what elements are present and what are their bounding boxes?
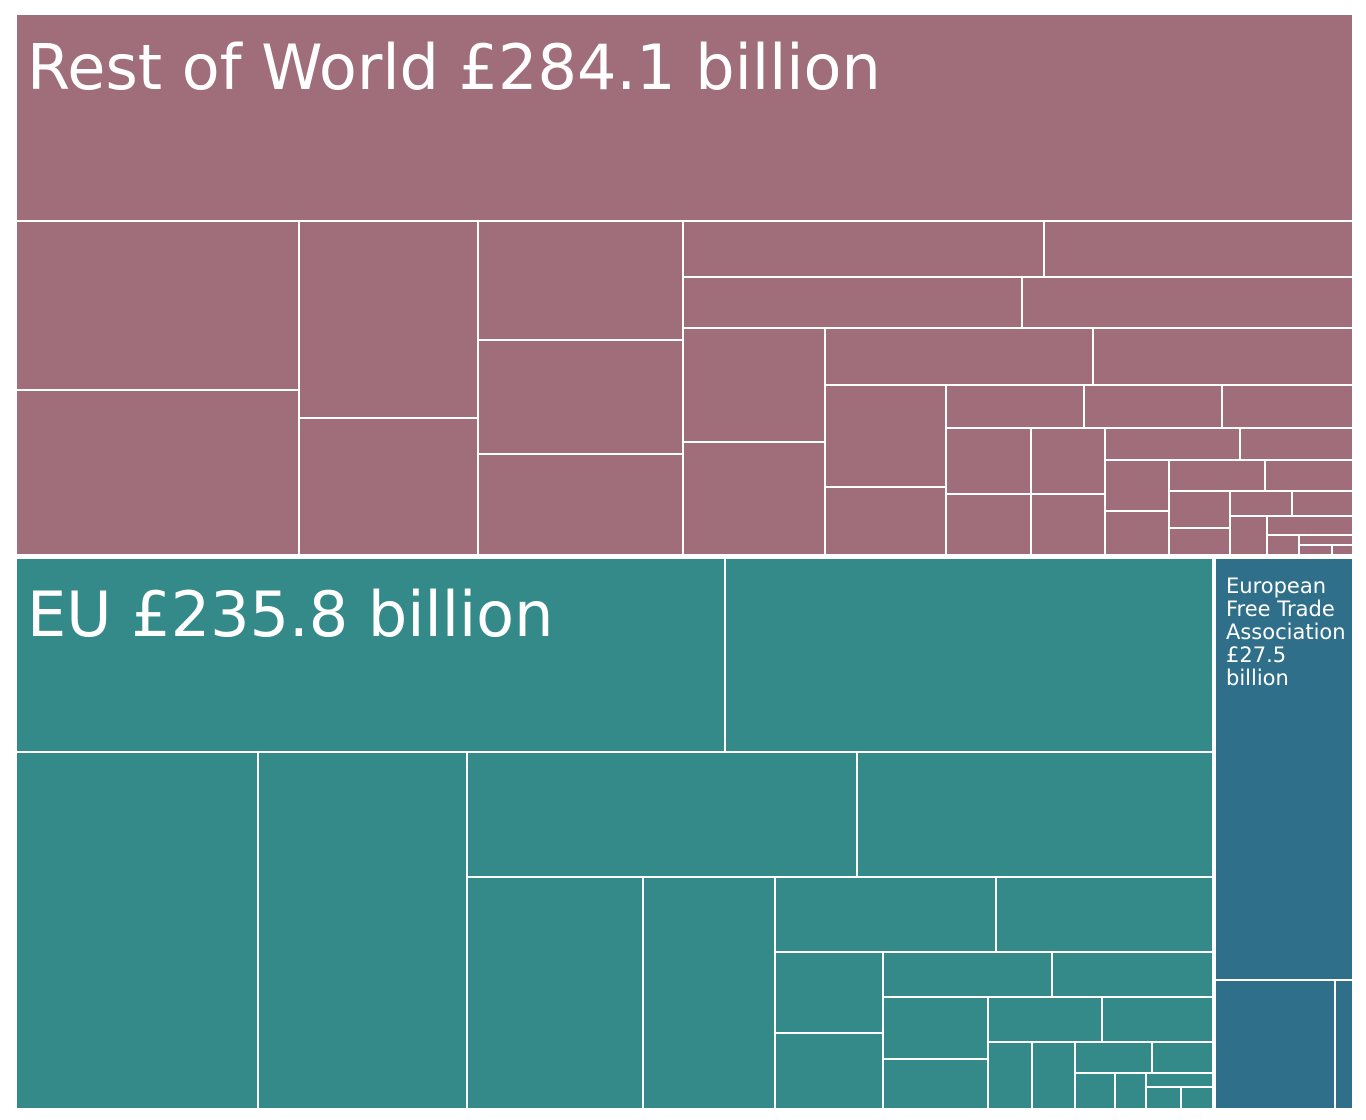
group-label-rest-of-world: Rest of World £284.1 billion [27,31,881,104]
treemap-cells-eu [15,557,1214,1110]
treemap-cell-european-free-trade-association-3 [1334,979,1354,1110]
treemap-cell-eu-13 [882,951,1053,998]
treemap-cell-eu-23 [1074,1072,1116,1110]
treemap-cell-rest-of-world-14 [682,441,826,556]
treemap-cell-eu-2 [724,557,1214,753]
treemap-cell-rest-of-world-32 [1168,490,1231,529]
group-label-efta-line-5: billion [1226,666,1289,690]
treemap-cell-eu-19 [987,1041,1033,1110]
treemap-cell-rest-of-world-29 [1104,510,1170,556]
treemap-cell-rest-of-world-12 [1021,276,1354,329]
treemap-cell-eu-18 [1101,996,1214,1043]
treemap-cell-rest-of-world-26 [1104,427,1241,461]
treemap-cell-eu-6 [856,751,1214,878]
treemap-cell-rest-of-world-35 [1291,490,1354,517]
treemap-cell-rest-of-world-16 [1092,327,1354,386]
treemap-cell-eu-22 [1151,1041,1214,1074]
treemap-cell-rest-of-world-24 [1030,427,1106,495]
treemap-cell-rest-of-world-33 [1168,527,1231,556]
treemap-cell-eu-7 [466,876,644,1110]
treemap-cell-rest-of-world-23 [945,493,1032,556]
treemap-cell-eu-4 [257,751,468,1110]
treemap-cells [15,13,1354,556]
treemap-cell-rest-of-world-13 [682,327,826,443]
treemap-cell-rest-of-world-25 [1030,493,1106,556]
treemap-cell-rest-of-world-40 [1298,544,1333,556]
treemap-cell-rest-of-world-20 [1083,384,1223,429]
treemap-cell-eu-21 [1074,1041,1153,1074]
treemap-cell-rest-of-world-5 [298,417,479,556]
treemap-cell-eu-12 [774,1032,884,1110]
group-label-efta-line-3: Association [1226,620,1346,644]
treemap-cell-rest-of-world-4 [298,220,479,419]
treemap-cell-rest-of-world-2 [15,220,300,391]
treemap-cell-rest-of-world-30 [1168,459,1266,492]
treemap-cell-rest-of-world-19 [945,384,1085,429]
group-label-efta-line-1: European [1226,574,1326,598]
treemap-cell-rest-of-world-15 [824,327,1094,386]
treemap-cell-eu-16 [882,1058,989,1110]
treemap-cell-eu-9 [774,876,997,953]
treemap-cell-rest-of-world-37 [1266,515,1354,536]
treemap-cell-rest-of-world-39 [1298,534,1354,546]
treemap-cell-rest-of-world-11 [682,276,1023,329]
treemap-cell-rest-of-world-10 [1043,220,1354,278]
treemap-cell-rest-of-world-8 [477,453,684,556]
treemap-cell-eu-10 [995,876,1214,953]
treemap-cell-rest-of-world-34 [1229,490,1293,517]
treemap-cell-eu-11 [774,951,884,1034]
treemap-cell-rest-of-world-17 [824,384,947,488]
treemap-cell-eu-27 [1180,1086,1214,1110]
treemap-cell-rest-of-world-36 [1229,515,1268,556]
treemap-cell-rest-of-world-1 [15,13,1354,222]
treemap-cell-rest-of-world-6 [477,220,684,341]
group-label-eu: EU £235.8 billion [27,578,553,651]
treemap-cells-efta [16,554,1354,1110]
treemap-cell-rest-of-world-7 [477,339,684,455]
treemap-cell-eu-20 [1031,1041,1076,1110]
treemap-cell-rest-of-world-27 [1239,427,1354,461]
treemap-cell-eu-15 [882,996,989,1060]
treemap-cell-eu-3 [15,751,259,1110]
treemap-cell-rest-of-world-22 [945,427,1032,495]
treemap-cell-rest-of-world-3 [15,389,300,556]
treemap-cell-european-free-trade-association-1 [1214,557,1354,981]
treemap-cell-eu-5 [466,751,858,878]
treemap-cell-rest-of-world-38 [1266,534,1300,556]
treemap-cell-rest-of-world-18 [824,486,947,556]
group-label-efta: European Free Trade Association £27.5 bi… [1226,574,1346,690]
treemap-cell-eu-17 [987,996,1103,1043]
treemap-cell-rest-of-world-31 [1264,459,1354,492]
treemap-cell-eu-8 [642,876,776,1110]
treemap-cell-rest-of-world-21 [1221,384,1354,429]
treemap-cell-eu-26 [1145,1086,1182,1110]
treemap-cell-eu-24 [1114,1072,1147,1110]
treemap-cell-rest-of-world-41 [1331,544,1354,556]
group-label-efta-line-4: £27.5 [1226,643,1286,667]
treemap-cell-eu-14 [1051,951,1214,998]
treemap-cell-rest-of-world-28 [1104,459,1170,512]
treemap-cell-rest-of-world-9 [682,220,1045,278]
treemap-cell-eu-25 [1145,1072,1214,1088]
group-label-efta-line-2: Free Trade [1226,597,1335,621]
treemap-cell-european-free-trade-association-2 [1214,979,1336,1110]
